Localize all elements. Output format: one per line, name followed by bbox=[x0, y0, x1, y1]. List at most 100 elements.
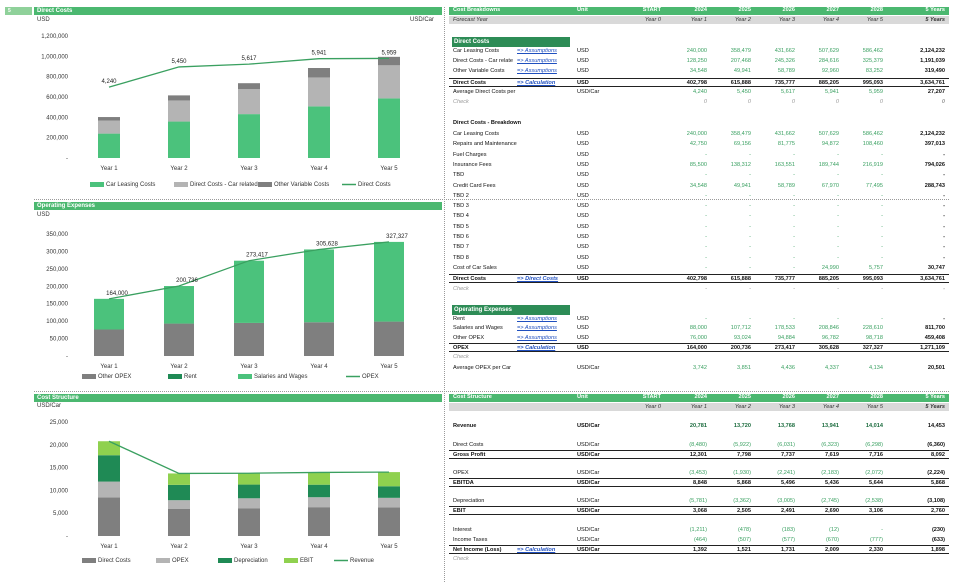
y-tick-label: 20,000 bbox=[50, 443, 69, 449]
bar-segment bbox=[378, 98, 400, 158]
value-cell: - bbox=[837, 285, 839, 292]
assumptions-link[interactable]: => Calculation bbox=[517, 345, 556, 351]
table-row: TBD USD - - - - - - bbox=[449, 171, 949, 180]
value-cell: (8,480) bbox=[689, 442, 707, 448]
unit-cell: USD/Car bbox=[577, 547, 600, 553]
legend-label: Salaries and Wages bbox=[254, 374, 307, 380]
value-cell: - bbox=[837, 172, 839, 179]
value-cell: 4,337 bbox=[825, 365, 839, 371]
value-cell: - bbox=[749, 285, 751, 292]
value-cell: 402,798 bbox=[686, 276, 707, 283]
unit-cell: USD/Car bbox=[577, 470, 600, 476]
assumptions-link[interactable]: => Assumptions bbox=[517, 325, 557, 331]
table-row: TBD 3 USD - - - - - - bbox=[449, 202, 949, 211]
assumptions-link[interactable]: => Direct Costs bbox=[517, 276, 559, 283]
direct-costs-section-header[interactable]: Direct Costs bbox=[34, 7, 442, 15]
assumptions-link[interactable]: => Calculation bbox=[517, 79, 556, 86]
y-tick-label: - bbox=[66, 534, 68, 540]
value-cell: 586,462 bbox=[862, 48, 883, 54]
assumptions-link[interactable]: => Assumptions bbox=[517, 316, 557, 322]
row-label: Check bbox=[453, 556, 469, 562]
value-cell: - bbox=[943, 192, 945, 199]
unit-cell: USD bbox=[577, 254, 589, 261]
breakdown-section-label: Direct Costs - Breakdown bbox=[453, 120, 522, 126]
x-tick-label: Year 3 bbox=[240, 544, 258, 550]
value-cell: (633) bbox=[931, 537, 945, 543]
cost-structure-section-header[interactable]: Cost Structure bbox=[34, 394, 442, 402]
unit-cell: USD/Car bbox=[577, 537, 600, 543]
bar-segment bbox=[164, 286, 194, 324]
value-cell: - bbox=[793, 244, 795, 251]
unit-cell: USD bbox=[577, 161, 589, 168]
y-tick-label: 50,000 bbox=[50, 337, 69, 343]
header-cell: START bbox=[642, 7, 661, 13]
assumptions-link[interactable]: => Assumptions bbox=[517, 68, 557, 75]
table-row: Repairs and Maintenance USD 42,750 69,156 81… bbox=[449, 140, 949, 149]
legend-label: Depreciation bbox=[234, 558, 268, 564]
series-line bbox=[108, 241, 390, 300]
value-cell bbox=[625, 479, 661, 488]
value-cell: 5,941 bbox=[825, 88, 839, 95]
value-cell bbox=[625, 441, 661, 450]
assumptions-link[interactable]: => Calculation bbox=[517, 547, 556, 553]
value-cell: 49,941 bbox=[733, 182, 751, 189]
bar-segment bbox=[378, 56, 400, 66]
row-label: Check bbox=[453, 285, 469, 292]
value-cell: - bbox=[943, 254, 945, 261]
unit-cell: USD bbox=[577, 223, 589, 230]
row-label: TBD 6 bbox=[453, 234, 469, 240]
legend-label: Direct Costs bbox=[98, 558, 131, 564]
series-line bbox=[108, 57, 390, 88]
table-row: TBD 4 USD - - - - - - bbox=[449, 212, 949, 221]
value-cell: - bbox=[881, 527, 883, 533]
value-cell: 0 bbox=[879, 99, 883, 105]
value-cell: - bbox=[793, 151, 795, 158]
opex-unit: USD bbox=[37, 212, 50, 218]
value-cell: 2,491 bbox=[781, 508, 795, 514]
row-label: Direct Costs bbox=[453, 276, 486, 283]
value-cell: 358,479 bbox=[730, 48, 751, 54]
value-cell: (5,922) bbox=[733, 442, 751, 448]
table-row: Check 0 0 0 0 0 0 bbox=[449, 98, 949, 107]
row-label: Car Leasing Costs bbox=[453, 48, 500, 54]
bar-segment bbox=[94, 298, 124, 330]
y-tick-label: 1,200,000 bbox=[41, 34, 68, 40]
value-cell: - bbox=[749, 244, 751, 251]
assumptions-link[interactable]: => Assumptions bbox=[517, 48, 557, 54]
table-row: Other OPEX => Assumptions USD 76,000 93,024 9… bbox=[449, 334, 949, 343]
table-row: Car Leasing Costs => Assumptions USD 240,00… bbox=[449, 47, 949, 56]
x-tick-label: Year 1 bbox=[100, 166, 118, 172]
unit-cell: USD/Car bbox=[577, 480, 600, 486]
unit-cell: USD/Car bbox=[577, 452, 600, 458]
value-cell: 138,312 bbox=[730, 161, 751, 168]
value-cell: - bbox=[749, 151, 751, 158]
value-cell: - bbox=[943, 203, 945, 210]
value-cell: (2,538) bbox=[865, 498, 883, 504]
bar-segment bbox=[94, 329, 124, 356]
value-cell: 163,551 bbox=[774, 161, 795, 168]
value-cell bbox=[625, 451, 661, 460]
bar-segment bbox=[238, 484, 260, 499]
assumptions-link[interactable]: => Assumptions bbox=[517, 335, 557, 341]
value-cell: - bbox=[749, 316, 751, 322]
bar-segment bbox=[308, 507, 330, 536]
value-cell: 14,014 bbox=[865, 423, 883, 429]
value-cell: 2,505 bbox=[737, 508, 751, 514]
value-cell: - bbox=[943, 244, 945, 251]
value-cell: - bbox=[793, 213, 795, 220]
value-cell: 735,777 bbox=[774, 276, 795, 283]
row-label: Check bbox=[453, 354, 469, 360]
value-cell bbox=[625, 497, 661, 506]
value-cell: - bbox=[705, 244, 707, 251]
y-tick-label: 25,000 bbox=[50, 420, 69, 426]
opex-section-header[interactable]: Operating Expenses bbox=[34, 202, 442, 210]
value-cell bbox=[715, 555, 751, 564]
value-cell: 207,468 bbox=[730, 58, 751, 65]
subheader-cell: Year 0 bbox=[644, 403, 661, 410]
value-cell bbox=[625, 507, 661, 516]
table-row: Check bbox=[449, 353, 949, 362]
value-cell: 13,720 bbox=[733, 423, 751, 429]
assumptions-link[interactable]: => Assumptions bbox=[517, 58, 557, 65]
x-tick-label: Year 1 bbox=[100, 544, 118, 550]
value-cell bbox=[759, 555, 795, 564]
